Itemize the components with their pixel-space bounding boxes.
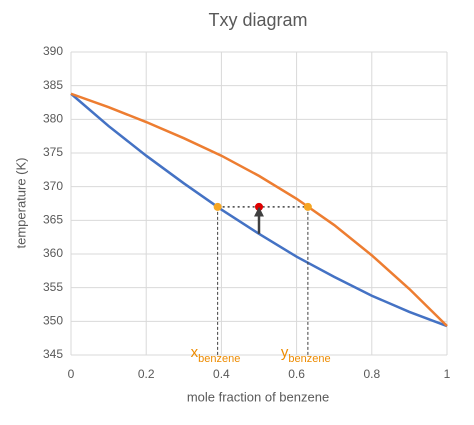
y-tick-label: 350: [43, 314, 63, 328]
y-axis-label: temperature (K): [13, 157, 28, 248]
y-tick-label: 355: [43, 280, 63, 294]
x-tick-label: 0.6: [288, 367, 305, 381]
x-axis-label: mole fraction of benzene: [187, 389, 329, 404]
point-label-main: x: [191, 344, 199, 361]
point-label-sub: benzene: [288, 353, 330, 365]
point-label: xbenzene: [191, 344, 241, 365]
x-tick-label: 1: [444, 367, 451, 381]
y-tick-label: 390: [43, 44, 63, 58]
point-label-sub: benzene: [198, 353, 240, 365]
x-tick-label: 0.2: [138, 367, 155, 381]
curve: [70, 92, 448, 327]
y-tick-label: 385: [43, 78, 63, 92]
y-tick-label: 380: [43, 112, 63, 126]
point: [213, 202, 222, 211]
chart-title: Txy diagram: [208, 10, 307, 30]
x-tick-label: 0: [68, 367, 75, 381]
y-tick-label: 370: [43, 179, 63, 193]
point-label: ybenzene: [281, 344, 331, 365]
y-tick-label: 360: [43, 246, 63, 260]
point: [303, 202, 312, 211]
point-label-main: y: [281, 344, 289, 361]
x-tick-label: 0.4: [213, 367, 230, 381]
x-tick-label: 0.8: [363, 367, 380, 381]
y-tick-label: 345: [43, 347, 63, 361]
point: [255, 202, 263, 211]
y-tick-label: 375: [43, 145, 63, 159]
y-tick-label: 365: [43, 213, 63, 227]
